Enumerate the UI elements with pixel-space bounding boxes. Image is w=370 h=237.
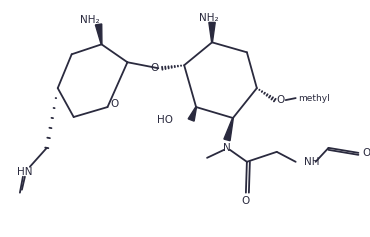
Text: NH₂: NH₂	[80, 15, 100, 25]
Polygon shape	[224, 118, 233, 141]
Text: HN: HN	[17, 167, 33, 177]
Text: NH: NH	[304, 157, 319, 167]
Text: NH₂: NH₂	[199, 14, 219, 23]
Text: O: O	[110, 99, 119, 109]
Text: N: N	[223, 143, 231, 153]
Polygon shape	[209, 23, 215, 42]
Polygon shape	[95, 24, 102, 44]
Text: O: O	[242, 196, 250, 206]
Text: O: O	[150, 63, 158, 73]
Text: O: O	[362, 148, 370, 158]
Text: HO: HO	[157, 115, 173, 125]
Text: methyl: methyl	[298, 94, 329, 103]
Polygon shape	[188, 107, 196, 121]
Text: O: O	[277, 95, 285, 105]
